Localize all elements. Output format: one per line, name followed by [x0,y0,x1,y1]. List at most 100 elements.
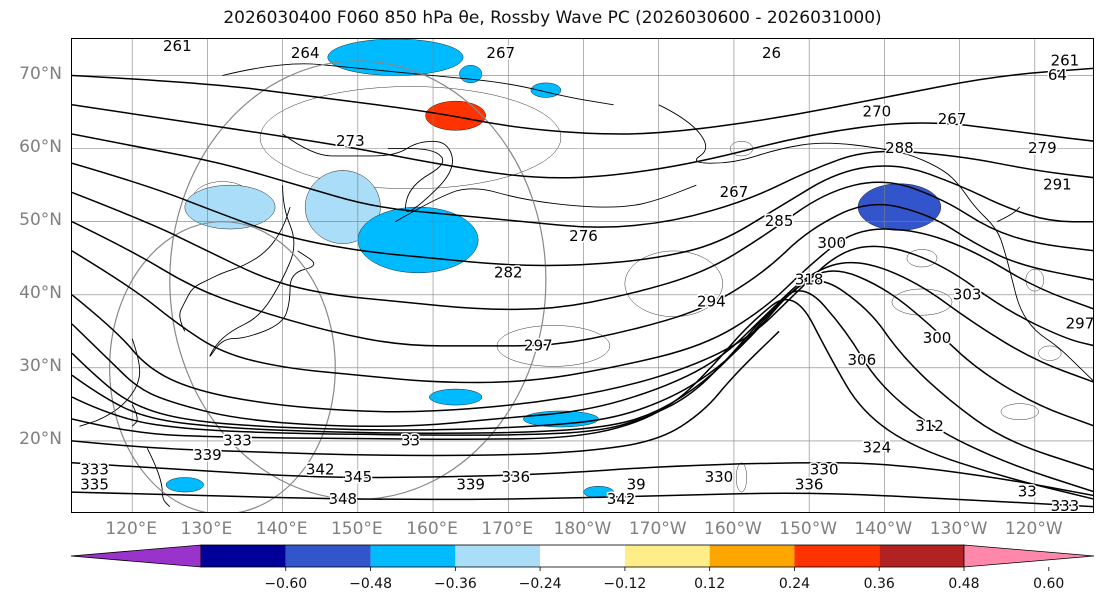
anomaly-blob [891,288,953,316]
contour-label: 342 [306,461,335,479]
contour-label: 270 [863,103,892,121]
theta-e-contour [72,104,1093,179]
latitude-label: 30°N [19,355,62,376]
contour-label: 333 [80,461,109,479]
anomaly-blob [259,86,562,190]
contour-label: 261 [163,39,192,55]
contour-label: 64 [1048,66,1067,84]
latitude-label: 40°N [19,282,62,303]
theta-e-contour [72,203,1093,347]
colorbar-tick-label: 0.60 [1033,576,1065,592]
colorbar-segment [285,545,371,567]
colorbar-tick-label: 0.12 [694,576,726,592]
anomaly-blob [425,100,486,131]
theta-e-contour [72,181,1093,311]
contour-label: 297 [524,336,553,354]
colorbar-segment [455,545,541,567]
theta-e-contour [72,270,1093,431]
contour-label: 26 [762,44,781,62]
colorbar-segment [370,545,456,567]
longitude-label: 140°W [854,519,913,539]
contour-label: 300 [817,234,846,252]
longitude-label: 120°W [1004,519,1063,539]
contour-label: 279 [1028,139,1057,157]
latitude-label: 70°N [19,63,62,84]
contour-label: 333 [223,431,252,449]
anomaly-blob [735,462,747,493]
theta-e-contour [72,162,1093,267]
map-title: 2026030400 F060 850 hPa θe, Rossby Wave … [223,8,882,28]
contour-label: 285 [765,212,794,230]
theta-e-contour [72,133,1093,228]
longitude-label: 130°E [180,519,233,539]
coastline [222,63,614,106]
colorbar [70,544,1095,571]
theta-e-contour-layer [72,67,1093,508]
longitude-label: 170°W [628,519,687,539]
contour-label: 294 [697,293,726,311]
longitude-label: 160°E [406,519,458,539]
contour-label: 348 [328,490,357,508]
longitude-label: 120°E [105,519,158,539]
colorbar-extend-high [963,544,1095,568]
contour-label: 306 [847,351,876,369]
map-panel[interactable]: 261 264 267 26 261 64 270 267 279 273 288 291 267 276… [71,38,1094,513]
colorbar-tick-label: −0.36 [433,576,477,592]
anomaly-blob [165,477,204,493]
theta-e-contour [72,228,1093,384]
colorbar-tick-label: −0.48 [349,576,392,592]
contour-label: 33 [401,431,420,449]
coastline [179,206,291,332]
contour-label: 282 [494,263,523,281]
longitude-label: 160°W [704,519,762,539]
colorbar-segment [540,545,625,567]
coastline [146,447,171,508]
theta-e-contour [72,298,1093,500]
contour-label: 33 [1018,483,1037,501]
contour-label: 335 [80,475,109,493]
colorbar-tick-label: −0.12 [603,576,647,592]
theta-e-contour [72,330,780,457]
contour-label: 336 [501,468,530,486]
contour-label: 267 [938,110,967,128]
contour-label: 324 [863,439,892,457]
coastline [282,133,453,212]
colorbar-segment [201,545,286,567]
contour-label: 318 [795,271,824,289]
coastline [131,404,138,427]
contour-label: 333 [1051,497,1080,513]
contour-label: 330 [810,461,839,479]
contour-label: 312 [915,417,944,435]
anomaly-blob [624,250,723,317]
anomaly-blob [429,388,483,406]
contour-label: 345 [344,468,373,486]
contour-label: 339 [193,446,222,464]
longitude-label: 180°W [553,519,612,539]
theta-e-contour [72,245,1093,413]
contour-label: 261 [1051,51,1080,69]
contour-label: 330 [705,468,734,486]
colorbar-segment [879,545,964,567]
colorbar-tick-label: 0.36 [863,576,895,592]
longitude-label: 150°E [330,519,383,539]
coastline [997,206,1021,223]
theta-e-contour [72,67,1093,135]
colorbar-tick-label: 0.48 [948,576,980,592]
contour-label: 291 [1043,176,1072,194]
anomaly-blob [327,39,464,76]
contour-label: 267 [720,183,749,201]
colorbar-segment [709,545,795,567]
anomaly-blob [1038,345,1062,361]
theta-e-contour [72,462,1093,497]
longitude-label: 130°W [929,519,988,539]
longitude-label: 150°W [779,519,838,539]
colorbar-tick-label: 0.24 [778,576,811,592]
contour-label: 339 [456,475,485,493]
contour-label: 288 [885,139,914,157]
range-ring [109,221,336,512]
colorbar-segment [624,545,710,567]
theta-e-contour [72,290,1093,493]
contour-label: 303 [953,285,982,303]
